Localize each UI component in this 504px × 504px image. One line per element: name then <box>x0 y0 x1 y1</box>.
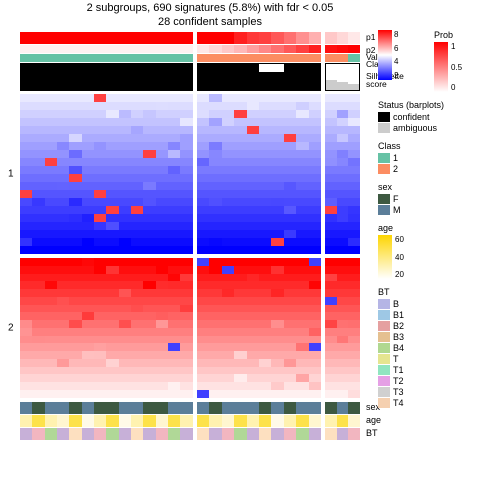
main-plot: 12 sexageBT <box>20 32 360 472</box>
prob-ticks: 1 0.5 0 <box>451 42 462 92</box>
age-title: age <box>378 223 404 233</box>
legend-age: age 60 40 20 <box>378 223 404 279</box>
legends: 8 6 4 2 Prob 1 0.5 0 <box>378 30 502 416</box>
status-title: Status (barplots) <box>378 100 502 110</box>
title-2: 28 confident samples <box>20 16 400 28</box>
legend-value: 8 6 4 2 <box>378 30 424 80</box>
bt-title: BT <box>378 287 404 297</box>
legend-sex: sex FM <box>378 182 404 215</box>
legend-class: Class 12 <box>378 141 404 174</box>
sex-title: sex <box>378 182 404 192</box>
age-ticks: 60 40 20 <box>395 235 404 279</box>
bottom-annotations: sexageBT <box>20 402 360 440</box>
top-annotations <box>20 32 360 91</box>
title-1: 2 subgroups, 690 signatures (5.8%) with … <box>20 2 400 14</box>
value-gradient <box>378 30 392 80</box>
age-gradient <box>378 235 392 279</box>
prob-gradient <box>434 42 448 92</box>
heatmap: 12 <box>20 94 360 398</box>
legend-prob: Prob 1 0.5 0 <box>434 30 459 92</box>
legend-status: Status (barplots) confidentambiguous <box>378 100 502 133</box>
prob-title: Prob <box>434 30 459 40</box>
class-title: Class <box>378 141 404 151</box>
legend-bt: BT BB1B2B3B4TT1T2T3T4 <box>378 287 404 408</box>
value-ticks: 8 6 4 2 <box>394 30 398 80</box>
